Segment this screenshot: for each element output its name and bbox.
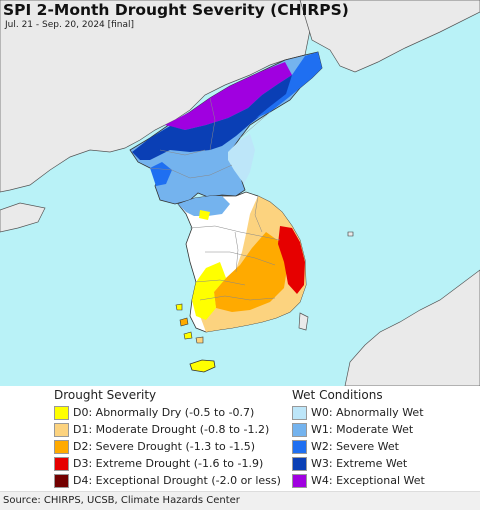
legend-wet: Wet Conditions W0: Abnormally Wet W1: Mo… [292,388,425,489]
island-ulleungdo [347,231,354,237]
legend-drought: Drought Severity D0: Abnormally Dry (-0.… [54,388,281,489]
legend-swatch-d0 [54,405,69,420]
legend-label-d1: D1: Moderate Drought (-0.8 to -1.2) [73,423,270,436]
land-shandong [0,202,46,233]
w4-north [165,62,292,130]
legend-item-w3: W3: Extreme Wet [292,455,425,472]
legend-swatch-w4 [292,473,307,488]
source-credit: Source: CHIRPS, UCSB, Climate Hazards Ce… [0,491,480,510]
legend-swatch-d2 [54,439,69,454]
legend-swatch-w1 [292,422,307,437]
jeju-island [189,359,216,373]
land-japan-tsushima [298,312,309,331]
island [179,317,189,327]
island [183,331,193,340]
legend-item-w4: W4: Exceptional Wet [292,472,425,489]
w2-northeast [256,52,322,118]
legend-item-w2: W2: Severe Wet [292,438,425,455]
legend-label-d3: D3: Extreme Drought (-1.6 to -1.9) [73,457,264,470]
legend-swatch-w0 [292,405,307,420]
legend-label-w4: W4: Exceptional Wet [311,474,425,487]
legend-swatch-w2 [292,439,307,454]
land-russia [299,0,480,73]
legend-swatch-d1 [54,422,69,437]
legend-item-d4: D4: Exceptional Drought (-2.0 or less) [54,472,281,489]
legend-label-w2: W2: Severe Wet [311,440,399,453]
legend-label-w0: W0: Abnormally Wet [311,406,424,419]
legend-label-w1: W1: Moderate Wet [311,423,414,436]
legend-swatch-d3 [54,456,69,471]
legend-wet-heading: Wet Conditions [292,388,383,402]
legend-label-w3: W3: Extreme Wet [311,457,408,470]
map-title: SPI 2-Month Drought Severity (CHIRPS) [3,1,349,19]
map-panel: SPI 2-Month Drought Severity (CHIRPS) Ju… [0,0,480,386]
legend-item-w0: W0: Abnormally Wet [292,404,425,421]
legend-item-d1: D1: Moderate Drought (-0.8 to -1.2) [54,421,281,438]
legend-swatch-d4 [54,473,69,488]
d3-east [278,226,305,294]
legend-label-d0: D0: Abnormally Dry (-0.5 to -0.7) [73,406,255,419]
w0-east-coast [228,134,255,184]
legend-drought-heading: Drought Severity [54,388,157,402]
w2-west [150,162,172,186]
drought-map [0,0,480,386]
legend-item-d0: D0: Abnormally Dry (-0.5 to -0.7) [54,404,281,421]
map-subtitle: Jul. 21 - Sep. 20, 2024 [final] [5,20,135,30]
d0-west-spot [199,210,210,220]
legend-label-d2: D2: Severe Drought (-1.3 to -1.5) [73,440,256,453]
legend-item-d3: D3: Extreme Drought (-1.6 to -1.9) [54,455,281,472]
legend-label-d4: D4: Exceptional Drought (-2.0 or less) [73,474,281,487]
d2-central [214,232,288,312]
island [175,303,183,311]
w3-north [132,75,300,160]
w1-south-northwest [178,196,230,216]
land-japan-honshu [344,269,480,386]
province-boundaries [149,97,281,301]
legend-item-w1: W1: Moderate Wet [292,421,425,438]
island [195,336,204,344]
d0-southwest [192,262,226,320]
legend-item-d2: D2: Severe Drought (-1.3 to -1.5) [54,438,281,455]
legend-swatch-w3 [292,456,307,471]
